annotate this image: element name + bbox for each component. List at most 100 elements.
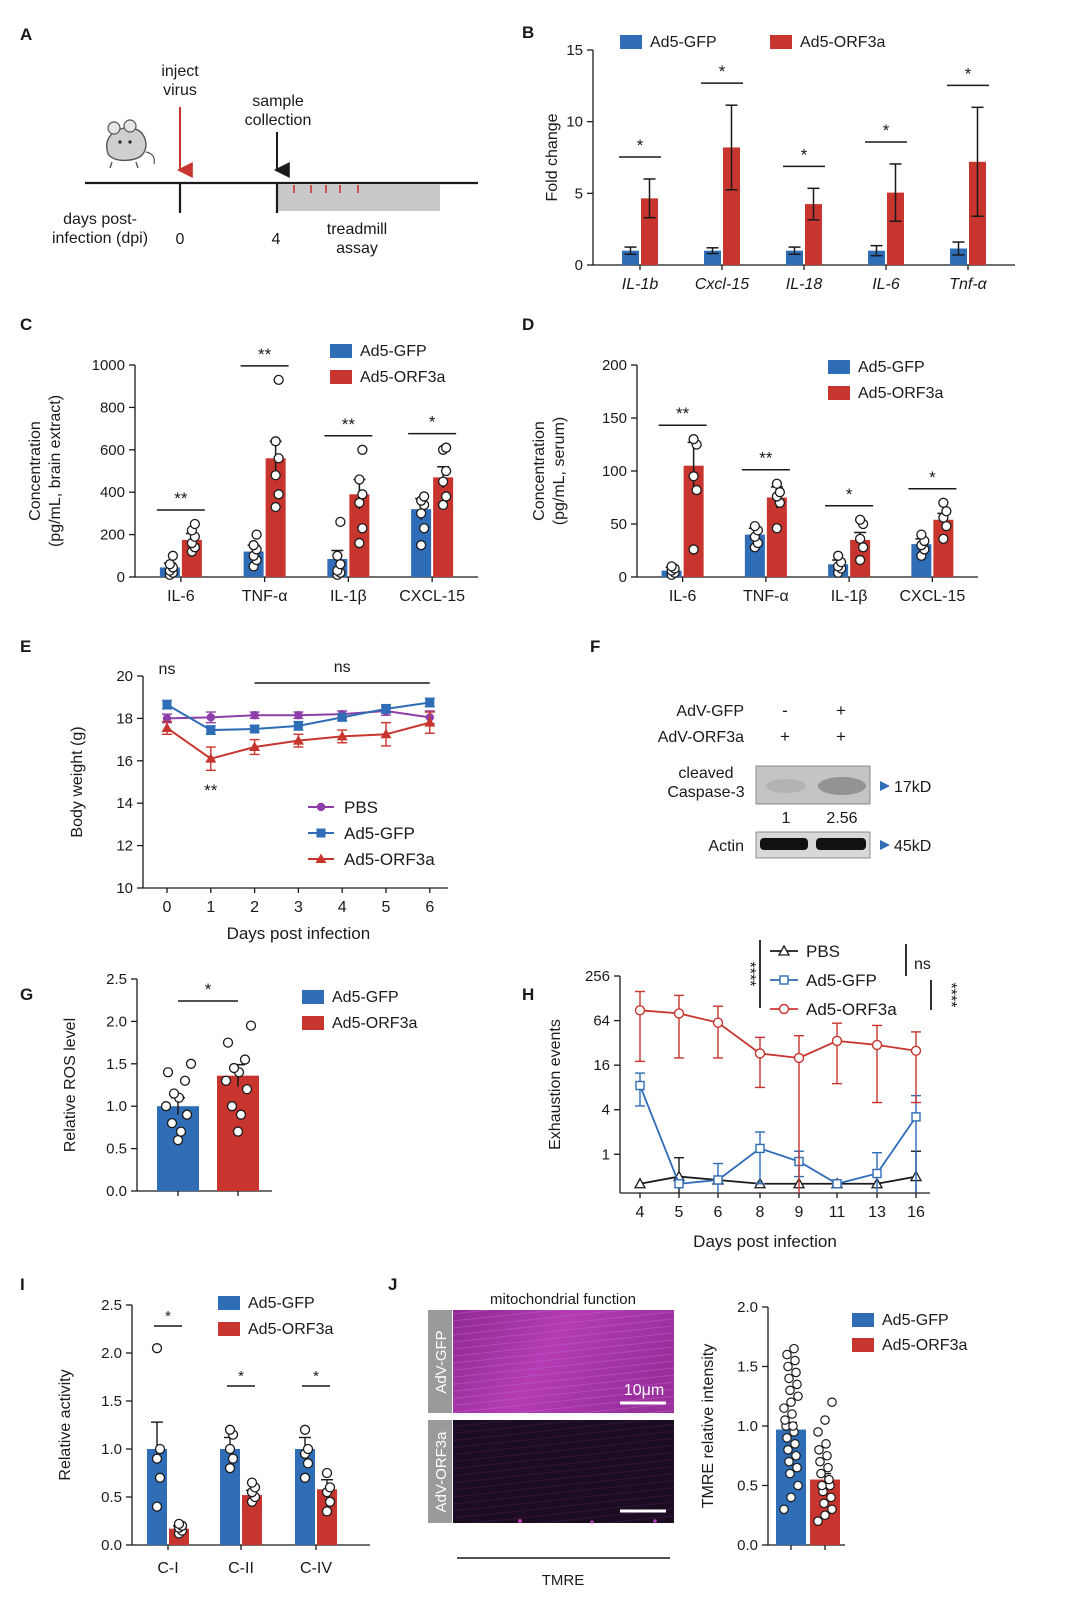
legend-ad5-orf3a-label: Ad5-ORF3a (858, 385, 943, 402)
legend-marker (778, 1003, 790, 1015)
x-tick-label: IL-6 (167, 588, 195, 605)
data-point (160, 1101, 172, 1112)
data-point (635, 1080, 645, 1091)
legend-ad5-gfp-swatch (302, 990, 324, 1004)
x-tick-label: 3 (294, 899, 303, 916)
data-point (235, 1109, 247, 1120)
data-point (793, 1391, 803, 1402)
y-tick-label: 50 (610, 516, 627, 533)
panel-b-qpcr-bar-chart: 0 5 10 15 Fold change IL-1b * Cxcl-15 * IL-18 * IL-… (544, 34, 1015, 293)
data-point (294, 711, 303, 720)
data-point (437, 499, 449, 511)
x-tick-label: 0 (163, 899, 172, 916)
data-point (688, 471, 699, 482)
data-point (793, 1052, 805, 1064)
y-axis-title: Relative ROS level (62, 1018, 79, 1152)
image-label-adv-orf3a: AdV-ORF3a (433, 1431, 450, 1513)
ns-day0: ns (159, 661, 176, 678)
data-point (324, 1482, 336, 1493)
panel-label-f: F (590, 637, 600, 656)
x-tick-label: 4 (636, 1204, 645, 1221)
panel-d-serum-cytokine-bar-chart: 0 50 100 150 200 Concentration (pg/mL, serum) I… (531, 357, 978, 605)
data-point (787, 1409, 797, 1419)
data-point (354, 537, 365, 549)
y-tick-label: 2.5 (106, 971, 127, 988)
y-tick-label: 0 (117, 569, 125, 586)
legend-ad5-gfp-label: Ad5-GFP (332, 989, 399, 1006)
data-point (321, 1506, 333, 1517)
data-point (380, 728, 392, 739)
data-point (916, 529, 927, 540)
panel-g-ros-bar-chart: 0.0 0.5 1.0 1.5 2.0 2.5 Relative ROS level * Ad5… (62, 971, 417, 1200)
x-tick-label: IL-6 (669, 588, 697, 605)
x-tick-label: IL-1b (622, 276, 659, 293)
legend-ad5-gfp-label: Ad5-GFP (650, 34, 717, 51)
panel-a-timeline: inject virus sample collection days post-i… (52, 63, 478, 257)
significance-stars: * (719, 62, 726, 81)
data-point (854, 514, 866, 525)
data-point (418, 523, 430, 534)
data-point (440, 442, 452, 453)
x-tick-label: 6 (714, 1204, 723, 1221)
data-point (228, 1062, 240, 1074)
data-point (292, 735, 304, 745)
data-point (232, 1126, 244, 1137)
data-point (168, 1088, 180, 1099)
y-tick-label: 2.0 (737, 1299, 758, 1316)
legend-label: PBS (806, 942, 840, 961)
data-point (785, 1468, 795, 1479)
data-point (335, 559, 346, 570)
bar-gfp (295, 1449, 315, 1545)
data-point (250, 724, 260, 734)
y-tick-label: 18 (116, 710, 133, 727)
y-tick-label: 600 (100, 442, 125, 459)
quant-lane2: 2.56 (826, 810, 857, 827)
data-point (440, 491, 452, 502)
data-point (831, 1035, 843, 1047)
x-tick-label: TNF-α (242, 588, 288, 605)
x-tick-label: Cxcl-15 (695, 276, 749, 293)
actin-size-arrow-icon (880, 840, 890, 850)
y-tick-label: 5 (575, 185, 583, 202)
y-tick-label: 15 (566, 42, 583, 59)
data-point (791, 1450, 801, 1461)
row-label-adv-orf3a: AdV-ORF3a (658, 729, 744, 746)
data-point (688, 544, 699, 555)
panel-label-i: I (20, 1275, 25, 1294)
data-point (425, 698, 435, 707)
data-point (167, 550, 179, 561)
legend-label: PBS (344, 798, 378, 817)
data-point (784, 1456, 794, 1467)
data-point (820, 1415, 830, 1425)
treadmill-assay-label: treadmill assay (327, 221, 387, 257)
data-point (335, 516, 346, 528)
significance-stars: * (846, 485, 853, 504)
y-axis-title: Body weight (g) (69, 726, 86, 837)
data-point (154, 1443, 166, 1455)
panel-label-j: J (388, 1275, 397, 1294)
data-point (172, 1134, 184, 1146)
y-axis-title: Fold change (544, 113, 561, 201)
x-axis-title: Days post infection (227, 924, 371, 943)
legend-ad5-gfp-label: Ad5-GFP (248, 1295, 315, 1312)
y-axis-title: Exhaustion events (547, 1019, 564, 1150)
panel-f-western-blot: AdV-GFP AdV-ORF3a - + + + cleaved Caspase… (658, 701, 931, 859)
lane2-gfp-sign: + (836, 701, 846, 720)
data-point (771, 478, 783, 489)
data-point (779, 1504, 789, 1515)
y-tick-label: 0.5 (737, 1478, 758, 1495)
series-line (639, 1175, 917, 1185)
data-point (222, 1037, 234, 1048)
x-tick-label: 2 (250, 899, 259, 916)
sig-stars-right: **** (942, 983, 959, 1008)
data-point (151, 1501, 163, 1512)
x-tick-label: C-IV (300, 1560, 332, 1577)
y-tick-label: 200 (602, 357, 627, 374)
data-point (820, 1510, 830, 1521)
data-point (826, 1492, 836, 1503)
data-point (337, 712, 347, 722)
bar-orf3a (766, 497, 787, 577)
data-point (792, 1462, 802, 1473)
significance-stars: ** (258, 345, 272, 364)
